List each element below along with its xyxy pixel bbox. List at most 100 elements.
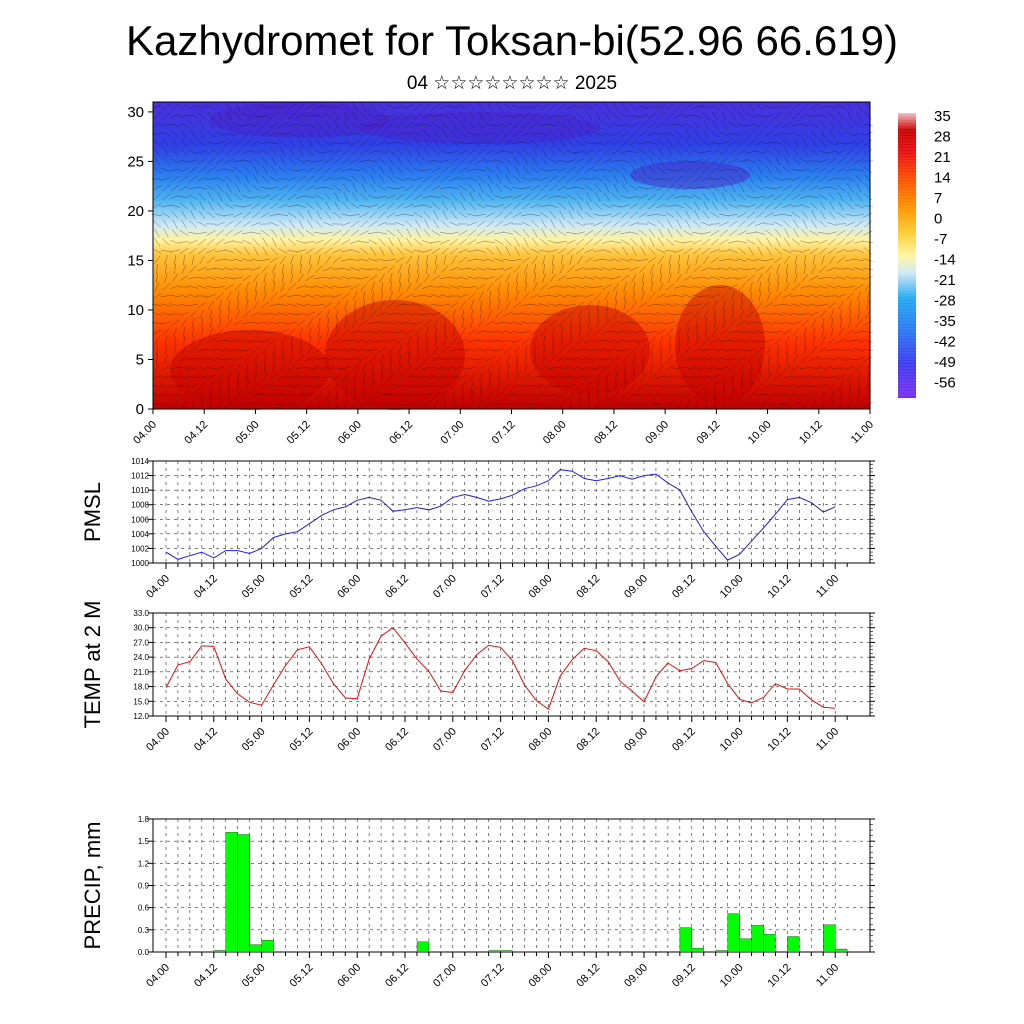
wind-barb xyxy=(152,203,162,209)
wind-barb xyxy=(215,238,225,246)
wind-barb xyxy=(395,193,405,201)
wind-barb xyxy=(458,338,468,344)
wind-barb xyxy=(386,149,396,155)
wind-barb xyxy=(414,327,422,337)
wind-barb xyxy=(224,158,234,164)
wind-barb xyxy=(334,381,340,391)
wind-barb xyxy=(315,310,323,318)
wind-barb xyxy=(304,241,316,243)
wind-barb xyxy=(317,318,321,328)
wind-barb xyxy=(811,318,817,328)
wind-barb xyxy=(867,371,869,383)
wind-barb xyxy=(791,168,801,172)
wind-barb xyxy=(226,183,232,193)
wind-barb xyxy=(359,132,369,136)
wind-barb xyxy=(287,365,297,371)
wind-barb xyxy=(341,157,351,165)
wind-barb xyxy=(836,256,846,264)
wind-barb xyxy=(567,139,575,147)
wind-barb xyxy=(720,183,728,193)
wind-barb xyxy=(837,111,845,121)
wind-barb xyxy=(629,402,639,406)
wind-barb xyxy=(529,322,541,324)
wind-barb xyxy=(667,228,673,238)
wind-barb xyxy=(678,254,680,266)
wind-barb xyxy=(333,300,341,310)
wind-barb xyxy=(449,302,459,308)
wind-barb xyxy=(801,355,809,363)
wind-barb xyxy=(326,327,330,337)
wind-barb xyxy=(406,156,412,166)
wind-barb xyxy=(539,365,549,371)
wind-barb xyxy=(215,168,225,172)
wind-barb xyxy=(471,308,473,320)
wind-barb xyxy=(576,382,584,390)
wind-barb xyxy=(179,230,189,236)
wind-barb xyxy=(848,318,852,328)
wind-barb xyxy=(821,318,825,328)
wind-barb xyxy=(603,148,611,156)
wind-barb xyxy=(458,276,468,280)
wind-barb xyxy=(381,362,383,374)
wind-barb xyxy=(358,160,370,162)
wind-barb xyxy=(559,138,565,148)
wind-barb xyxy=(656,329,666,335)
wind-barb xyxy=(827,238,837,246)
plot-frame xyxy=(152,460,871,564)
wind-barb xyxy=(777,272,779,284)
x-tick-label: 11.00 xyxy=(814,726,841,753)
y-tick-label: 10 xyxy=(127,302,144,319)
wind-barb xyxy=(538,205,550,207)
wind-barb xyxy=(250,196,262,198)
wind-barb xyxy=(440,114,450,118)
wind-barb xyxy=(800,113,810,119)
wind-barb xyxy=(314,375,324,379)
wind-barb xyxy=(557,122,567,128)
wind-barb xyxy=(746,258,756,262)
x-tick-label: 06.00 xyxy=(336,419,364,447)
wind-barb xyxy=(633,291,635,301)
wind-barb xyxy=(746,139,756,147)
wind-barb xyxy=(494,139,504,147)
wind-barb xyxy=(279,237,287,247)
wind-barb xyxy=(368,330,378,334)
wind-barb xyxy=(404,122,414,128)
wind-barb xyxy=(350,220,360,228)
wind-barb xyxy=(566,366,576,370)
wind-barb xyxy=(586,327,592,337)
wind-barb xyxy=(729,192,737,202)
wind-barb xyxy=(620,123,630,127)
x-tick-label: 10.12 xyxy=(766,962,794,990)
wind-barb xyxy=(430,241,442,243)
wind-barb xyxy=(335,309,339,319)
wind-barb xyxy=(286,205,298,207)
wind-barb xyxy=(444,326,446,338)
wind-barb xyxy=(792,138,800,148)
wind-barb xyxy=(629,211,639,219)
wind-barb xyxy=(431,248,441,254)
wind-barb xyxy=(362,291,366,301)
wind-barb xyxy=(477,192,485,202)
wind-barb xyxy=(191,336,195,346)
wind-barb xyxy=(514,246,520,256)
wind-barb xyxy=(207,130,215,138)
wind-barb xyxy=(574,151,586,153)
wind-barb xyxy=(251,231,261,235)
wind-barb xyxy=(746,274,756,282)
wind-barb xyxy=(278,166,288,174)
wind-barb xyxy=(467,148,477,156)
wind-barb xyxy=(323,166,333,174)
wind-barb xyxy=(253,354,259,364)
wind-barb xyxy=(305,122,315,128)
wind-barb xyxy=(566,277,576,279)
wind-barb xyxy=(631,165,637,175)
wind-barb xyxy=(629,330,639,334)
wind-barb xyxy=(297,147,305,157)
wind-barb xyxy=(479,372,483,382)
x-tick-label: 11.00 xyxy=(814,962,841,989)
wind-barb xyxy=(169,124,181,126)
wind-barb xyxy=(701,348,711,352)
wind-barb xyxy=(522,148,530,156)
wind-barb xyxy=(377,347,387,353)
